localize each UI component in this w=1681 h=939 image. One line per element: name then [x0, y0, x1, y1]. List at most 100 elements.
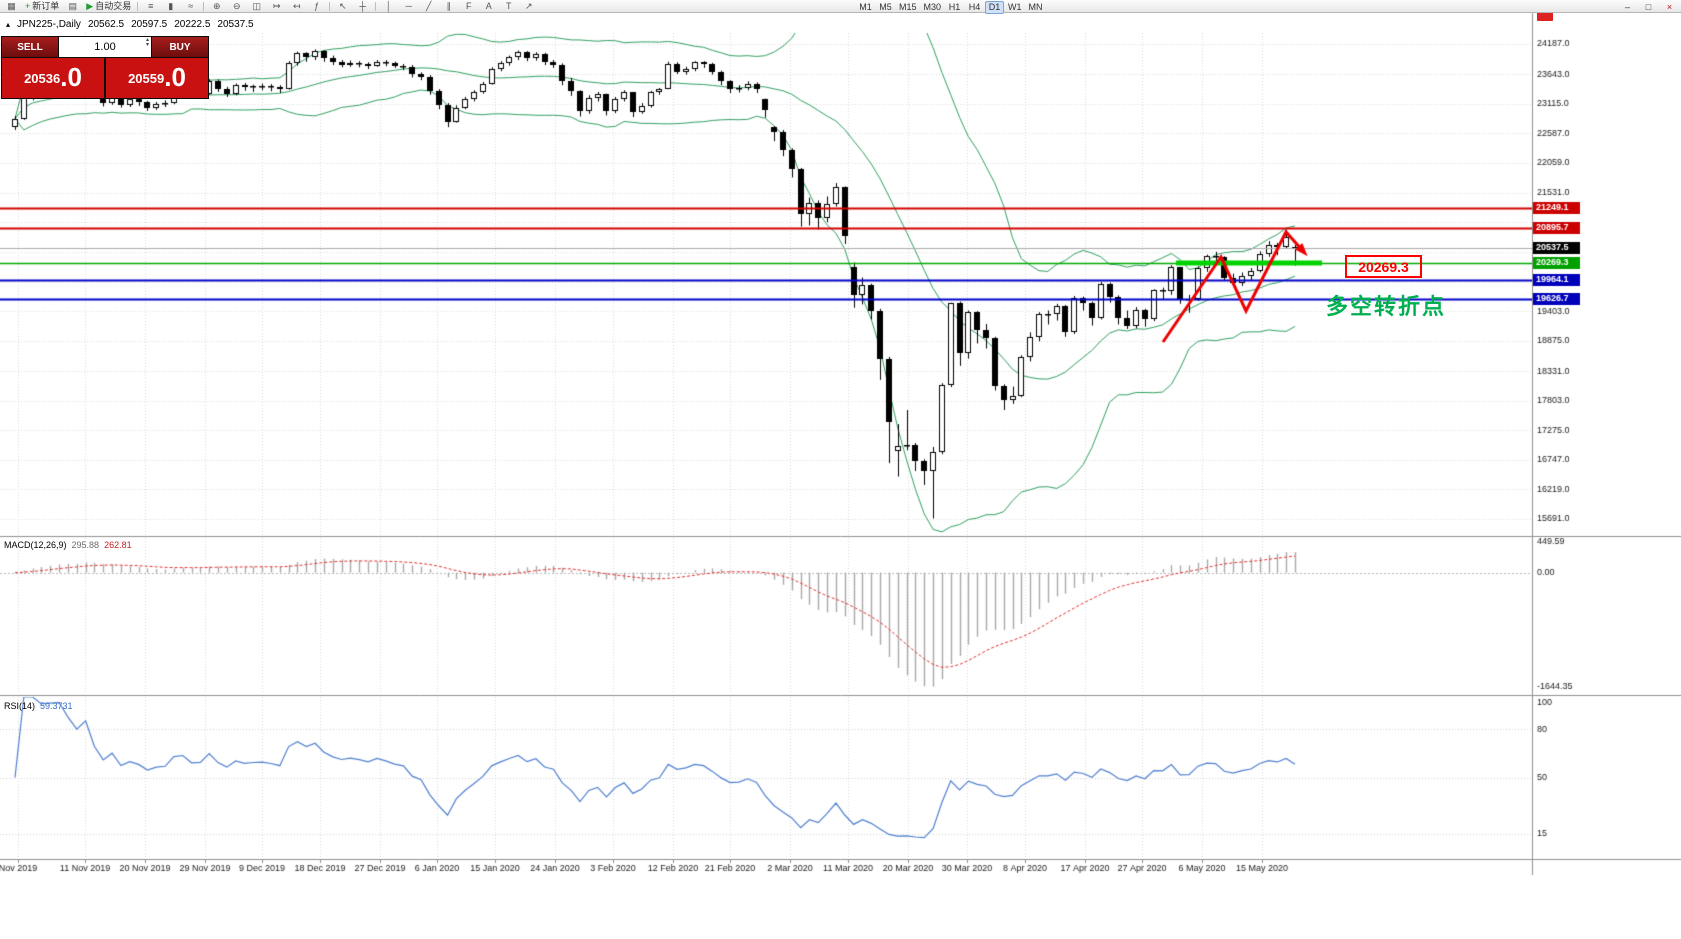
arrow-tool-icon-glyph: ↗ [524, 0, 533, 11]
timeframe-m1-label: M1 [859, 2, 872, 12]
macd-indicator-label: MACD(12,26,9) 295.88 262.81 [4, 540, 132, 550]
toolbar-separator [137, 1, 139, 11]
zoom-in-icon[interactable]: ⊕ [207, 0, 226, 13]
bar-chart-icon[interactable]: ≡ [141, 0, 160, 13]
chart-ohlc-header: ▴ JPN225-,Daily 20562.5 20597.5 20222.5 … [6, 19, 254, 30]
buy-price-main: 20559 [128, 70, 165, 86]
zoom-out-icon[interactable]: ⊖ [227, 0, 246, 13]
fibonacci-icon[interactable]: F [459, 0, 478, 13]
price-alert-icon[interactable] [1537, 12, 1553, 21]
timeframe-h1[interactable]: H1 [945, 1, 964, 14]
trendline-icon[interactable]: ╱ [419, 0, 438, 13]
label-icon-glyph: T [505, 0, 512, 11]
toolbar-separator [203, 1, 205, 11]
autotrading-button-glyph: ▶ [86, 0, 94, 11]
text-icon[interactable]: A [479, 0, 498, 13]
timeframe-h4-label: H4 [968, 2, 981, 12]
close-button[interactable]: × [1666, 2, 1673, 12]
timeframe-h4[interactable]: H4 [965, 1, 984, 14]
autotrading-button-label: 自动交易 [95, 0, 132, 11]
rsi-value: 59.3731 [40, 701, 73, 711]
auto-scroll-icon[interactable]: ↦ [267, 0, 286, 13]
trendline-icon-glyph: ╱ [426, 0, 432, 11]
volume-input[interactable]: 1.00 ▴ ▾ [59, 37, 151, 57]
low-value: 20222.5 [174, 19, 211, 30]
chart-shift-icon-glyph: ↤ [292, 0, 301, 11]
toolbar-group-timeframes: M1 M5 M15 M30 H1 H4 D1 W1 MN [856, 1, 1046, 14]
timeframe-mn[interactable]: MN [1026, 1, 1046, 14]
timeframe-m15[interactable]: M15 [896, 1, 920, 14]
autotrading-button[interactable]: ▶ 自动交易 [83, 0, 134, 13]
line-chart-icon-glyph: ≈ [188, 0, 194, 11]
buy-price-big: .0 [164, 62, 186, 93]
indicators-icon-glyph: ƒ [314, 0, 320, 11]
new-order-button-label: 新订单 [32, 0, 60, 11]
rsi-name: RSI(14) [4, 701, 36, 711]
sell-price[interactable]: 20536 .0 [2, 58, 104, 98]
timeframe-mn-label: MN [1028, 2, 1043, 12]
macd-name: MACD(12,26,9) [4, 540, 67, 550]
crosshair-icon[interactable]: ┼ [353, 0, 372, 13]
timeframe-w1[interactable]: W1 [1005, 1, 1025, 14]
vertical-line-icon[interactable]: │ [379, 0, 398, 13]
toolbar-group-zoom: ⊕ ⊖ ◫ ↦ ↤ ƒ [207, 0, 326, 13]
timeframe-m30[interactable]: M30 [921, 1, 945, 14]
new-order-button-glyph: + [25, 0, 31, 11]
bar-chart-icon-glyph: ≡ [148, 0, 154, 11]
cursor-icon[interactable]: ↖ [333, 0, 352, 13]
rsi-indicator-label: RSI(14) 59.3731 [4, 701, 73, 711]
high-value: 20597.5 [131, 19, 168, 30]
toolbar-group-cursor: ↖ ┼ [333, 0, 372, 13]
one-click-toggle-icon[interactable]: ▴ [6, 20, 11, 29]
horizontal-line-icon[interactable]: ─ [399, 0, 418, 13]
toolbar-group-chart-types: ≡ ▮ ≈ [141, 0, 200, 13]
profiles-icon-glyph: ▤ [68, 0, 78, 11]
fibonacci-icon-glyph: F [465, 0, 472, 11]
channel-icon-glyph: ∥ [446, 0, 451, 11]
volume-value: 1.00 [94, 41, 116, 53]
text-icon-glyph: A [485, 0, 492, 11]
timeframe-m5[interactable]: M5 [876, 1, 895, 14]
chart-window-icon[interactable]: ▦ [2, 0, 21, 13]
indicators-icon[interactable]: ƒ [307, 0, 326, 13]
timeframe-h1-label: H1 [948, 2, 961, 12]
timeframe-m5-label: M5 [879, 2, 892, 12]
turning-point-annotation: 多空转折点 [1326, 294, 1447, 319]
line-chart-icon[interactable]: ≈ [181, 0, 200, 13]
chart-shift-icon[interactable]: ↤ [287, 0, 306, 13]
restore-button[interactable]: □ [1645, 2, 1652, 12]
new-order-button[interactable]: + 新订单 [22, 0, 62, 13]
chart-window-icon-glyph: ▦ [7, 0, 16, 11]
tile-windows-icon-glyph: ◫ [252, 0, 261, 11]
cursor-icon-glyph: ↖ [338, 0, 347, 11]
buy-button[interactable]: BUY [152, 37, 208, 57]
toolbar-group-objects: │ ─ ╱ ∥ F A T ↗ [379, 0, 538, 13]
channel-icon[interactable]: ∥ [439, 0, 458, 13]
candlestick-chart-icon[interactable]: ▮ [161, 0, 180, 13]
window-controls: – □ × [1618, 1, 1679, 14]
label-icon[interactable]: T [499, 0, 518, 13]
timeframe-w1-label: W1 [1008, 2, 1022, 12]
sell-price-main: 20536 [24, 70, 61, 86]
timeframe-d1-label: D1 [988, 2, 1001, 12]
price-level-callout[interactable]: 20269.3 [1345, 255, 1422, 278]
zoom-in-icon-glyph: ⊕ [212, 0, 221, 11]
tile-windows-icon[interactable]: ◫ [247, 0, 266, 13]
minimize-button[interactable]: – [1624, 2, 1630, 12]
buy-price[interactable]: 20559 .0 [106, 58, 208, 98]
timeframe-m1[interactable]: M1 [856, 1, 875, 14]
vertical-line-icon-glyph: │ [385, 0, 392, 11]
sell-button[interactable]: SELL [2, 37, 58, 57]
timeframe-d1[interactable]: D1 [985, 1, 1005, 14]
sell-price-big: .0 [60, 62, 82, 93]
toolbar-separator [375, 1, 377, 11]
symbol-period-label: JPN225-,Daily [17, 19, 81, 30]
profiles-icon[interactable]: ▤ [63, 0, 82, 13]
toolbar: ▦ + 新订单 ▤ ▶ 自动交易 ≡ ▮ ≈ ⊕ ⊖ ◫ ↦ ↤ ƒ ↖ ┼ │ ─ ╱ ∥ F A T ↗ M1 M5 M15 M30… [0, 0, 1681, 14]
auto-scroll-icon-glyph: ↦ [272, 0, 281, 11]
open-value: 20562.5 [87, 19, 125, 30]
arrow-tool-icon[interactable]: ↗ [519, 0, 538, 13]
volume-spinner[interactable]: ▴ ▾ [145, 37, 149, 48]
